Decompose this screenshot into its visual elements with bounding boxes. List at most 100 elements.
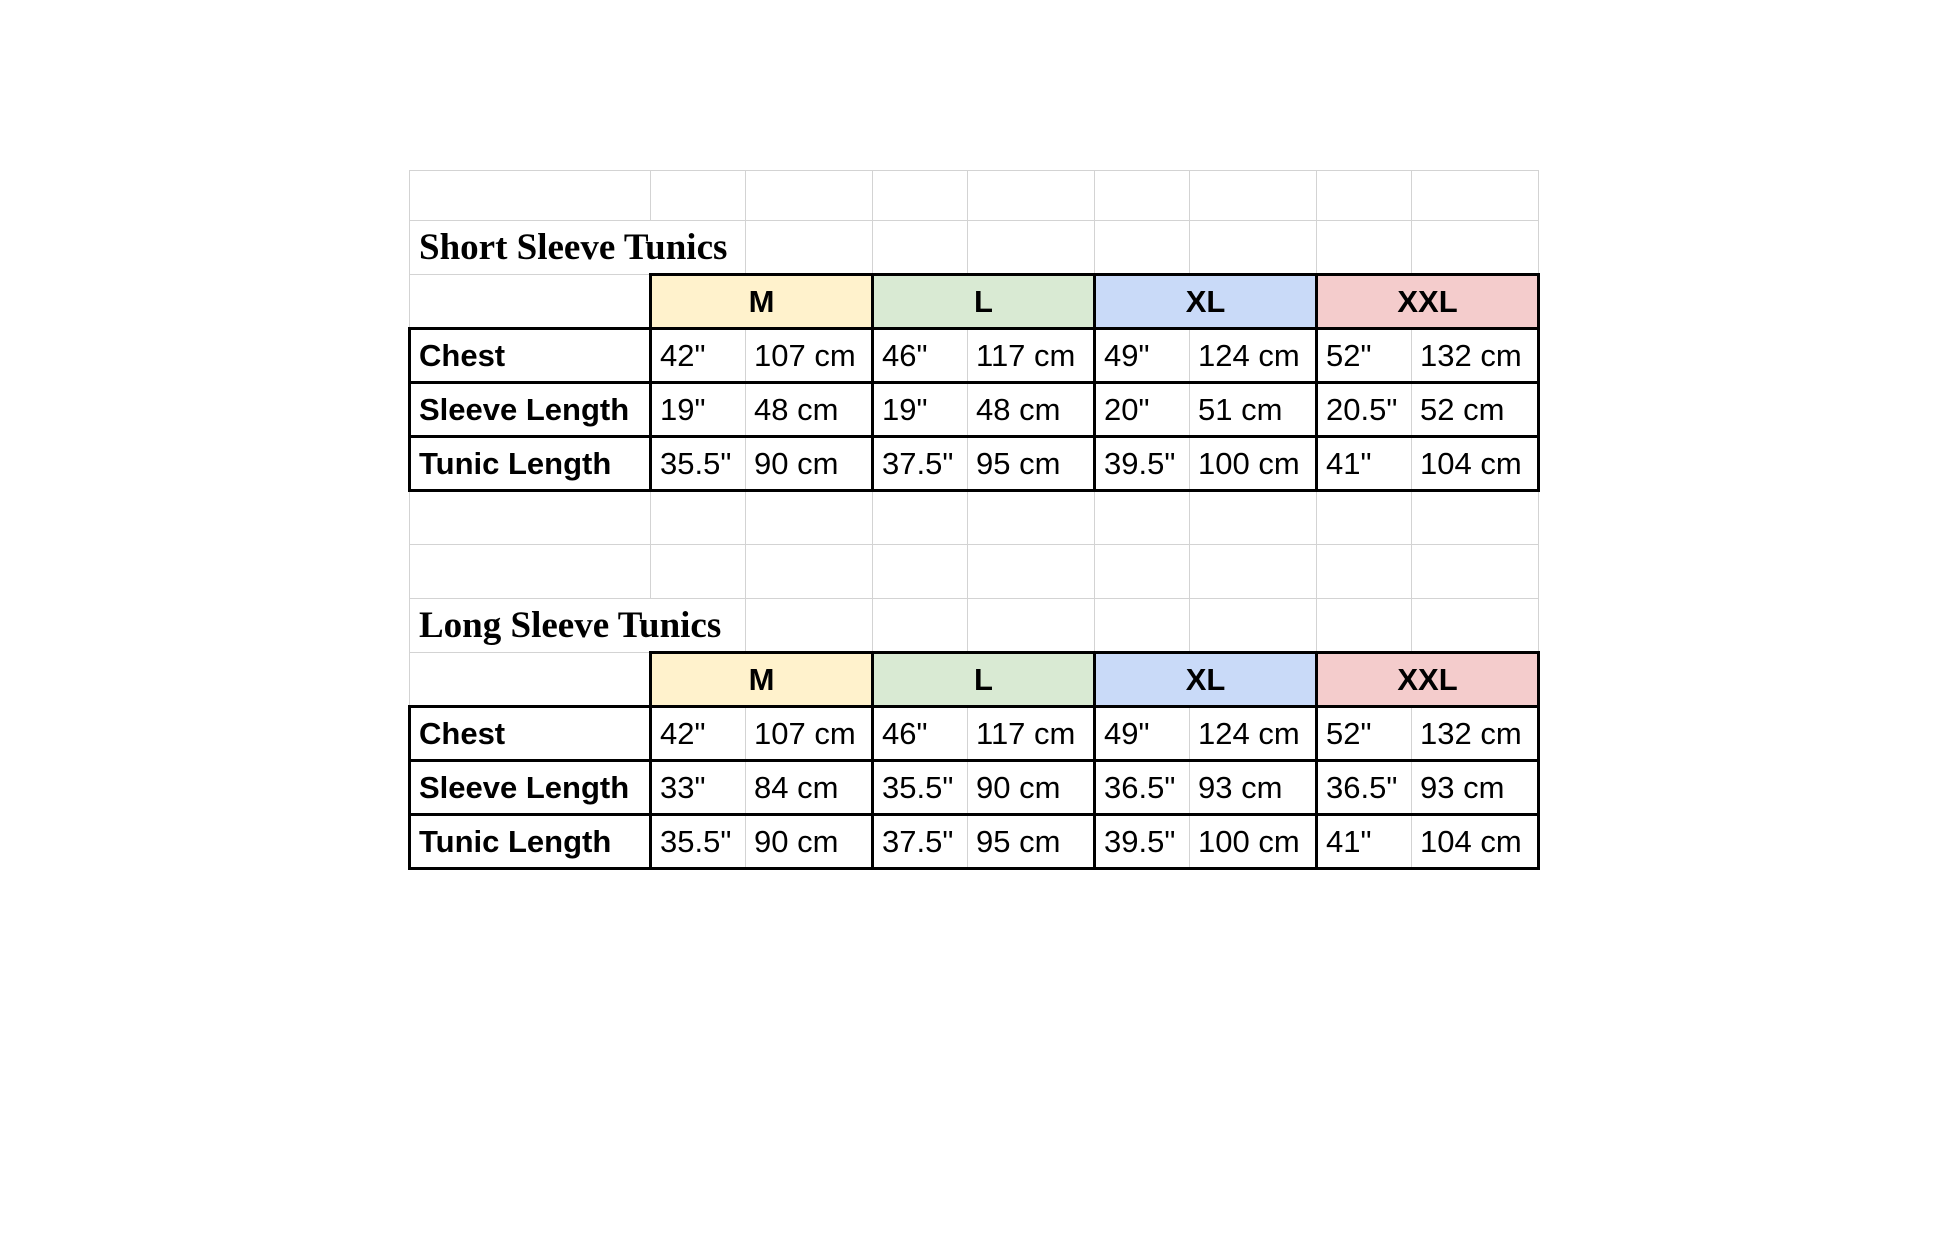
empty-cell bbox=[1094, 170, 1190, 221]
spacer-row bbox=[409, 170, 1539, 221]
empty-cell bbox=[1189, 544, 1317, 599]
empty-cell bbox=[1094, 598, 1190, 653]
value-cell-inches: 39.5" bbox=[1093, 813, 1190, 870]
title-row: Long Sleeve Tunics bbox=[409, 598, 1539, 653]
empty-cell bbox=[409, 490, 651, 545]
empty-cell bbox=[745, 170, 873, 221]
size-header-row: M L XL XXL bbox=[409, 651, 1540, 708]
value-cell-cm: 107 cm bbox=[745, 327, 874, 384]
empty-cell bbox=[1411, 220, 1539, 275]
empty-cell bbox=[1411, 170, 1539, 221]
empty-cell bbox=[967, 598, 1095, 653]
size-header-xl: XL bbox=[1093, 273, 1318, 330]
empty-cell bbox=[872, 544, 968, 599]
empty-cell bbox=[1411, 544, 1539, 599]
value-cell-inches: 35.5" bbox=[649, 435, 746, 492]
spreadsheet-grid: Short Sleeve Tunics M L XL XXL Chest 42"… bbox=[408, 170, 1540, 870]
empty-cell bbox=[967, 170, 1095, 221]
value-cell-cm: 48 cm bbox=[745, 381, 874, 438]
value-cell-cm: 117 cm bbox=[967, 705, 1096, 762]
size-header-m: M bbox=[649, 273, 874, 330]
row-label-cell: Sleeve Length bbox=[408, 381, 652, 438]
value-cell-inches: 49" bbox=[1093, 327, 1190, 384]
empty-cell bbox=[1316, 544, 1412, 599]
value-cell-cm: 84 cm bbox=[745, 759, 874, 816]
value-cell-cm: 100 cm bbox=[1189, 435, 1318, 492]
value-cell-inches: 37.5" bbox=[871, 813, 968, 870]
value-cell-inches: 41" bbox=[1315, 435, 1412, 492]
empty-cell bbox=[1189, 490, 1317, 545]
spacer-row bbox=[409, 490, 1539, 545]
empty-cell bbox=[745, 490, 873, 545]
value-cell-cm: 90 cm bbox=[745, 435, 874, 492]
value-cell-inches: 52" bbox=[1315, 327, 1412, 384]
size-header-xl: XL bbox=[1093, 651, 1318, 708]
value-cell-cm: 104 cm bbox=[1411, 435, 1540, 492]
value-cell-cm: 52 cm bbox=[1411, 381, 1540, 438]
measurement-row-tunic-length: Tunic Length 35.5" 90 cm 37.5" 95 cm 39.… bbox=[408, 435, 1540, 492]
empty-cell bbox=[409, 170, 651, 221]
value-cell-inches: 20" bbox=[1093, 381, 1190, 438]
value-cell-cm: 95 cm bbox=[967, 813, 1096, 870]
measurement-row-chest: Chest 42" 107 cm 46" 117 cm 49" 124 cm 5… bbox=[408, 705, 1540, 762]
value-cell-inches: 36.5" bbox=[1093, 759, 1190, 816]
value-cell-inches: 33" bbox=[649, 759, 746, 816]
value-cell-cm: 90 cm bbox=[967, 759, 1096, 816]
empty-cell bbox=[872, 598, 968, 653]
row-label-cell: Chest bbox=[408, 327, 652, 384]
value-cell-cm: 48 cm bbox=[967, 381, 1096, 438]
value-cell-inches: 49" bbox=[1093, 705, 1190, 762]
empty-cell bbox=[967, 490, 1095, 545]
size-header-l: L bbox=[871, 651, 1096, 708]
value-cell-inches: 42" bbox=[649, 327, 746, 384]
value-cell-inches: 35.5" bbox=[649, 813, 746, 870]
size-header-l: L bbox=[871, 273, 1096, 330]
empty-cell bbox=[1316, 598, 1412, 653]
value-cell-inches: 20.5" bbox=[1315, 381, 1412, 438]
measurement-row-chest: Chest 42" 107 cm 46" 117 cm 49" 124 cm 5… bbox=[408, 327, 1540, 384]
row-label-cell: Tunic Length bbox=[408, 435, 652, 492]
empty-cell bbox=[409, 274, 651, 329]
value-cell-inches: 19" bbox=[871, 381, 968, 438]
empty-cell bbox=[650, 544, 746, 599]
empty-cell bbox=[967, 544, 1095, 599]
value-cell-inches: 37.5" bbox=[871, 435, 968, 492]
value-cell-inches: 46" bbox=[871, 327, 968, 384]
title-row: Short Sleeve Tunics bbox=[409, 220, 1539, 275]
value-cell-inches: 42" bbox=[649, 705, 746, 762]
value-cell-cm: 104 cm bbox=[1411, 813, 1540, 870]
empty-cell bbox=[1411, 490, 1539, 545]
value-cell-cm: 90 cm bbox=[745, 813, 874, 870]
size-header-xxl: XXL bbox=[1315, 651, 1540, 708]
value-cell-cm: 95 cm bbox=[967, 435, 1096, 492]
empty-cell bbox=[745, 544, 873, 599]
size-header-m: M bbox=[649, 651, 874, 708]
empty-cell bbox=[1316, 220, 1412, 275]
value-cell-cm: 117 cm bbox=[967, 327, 1096, 384]
row-label-cell: Tunic Length bbox=[408, 813, 652, 870]
row-label-cell: Chest bbox=[408, 705, 652, 762]
value-cell-inches: 46" bbox=[871, 705, 968, 762]
value-cell-cm: 132 cm bbox=[1411, 705, 1540, 762]
measurement-row-sleeve-length: Sleeve Length 33" 84 cm 35.5" 90 cm 36.5… bbox=[408, 759, 1540, 816]
empty-cell bbox=[872, 170, 968, 221]
value-cell-cm: 51 cm bbox=[1189, 381, 1318, 438]
empty-cell bbox=[1411, 598, 1539, 653]
empty-cell bbox=[650, 490, 746, 545]
value-cell-cm: 100 cm bbox=[1189, 813, 1318, 870]
spacer-row bbox=[409, 544, 1539, 599]
empty-cell bbox=[745, 598, 873, 653]
value-cell-cm: 93 cm bbox=[1411, 759, 1540, 816]
value-cell-cm: 124 cm bbox=[1189, 327, 1318, 384]
empty-cell bbox=[409, 544, 651, 599]
size-header-xxl: XXL bbox=[1315, 273, 1540, 330]
table-title: Short Sleeve Tunics bbox=[409, 220, 746, 275]
empty-cell bbox=[1189, 170, 1317, 221]
value-cell-inches: 52" bbox=[1315, 705, 1412, 762]
size-chart-table: Short Sleeve Tunics M L XL XXL Chest 42"… bbox=[408, 170, 1540, 870]
empty-cell bbox=[1316, 490, 1412, 545]
value-cell-inches: 36.5" bbox=[1315, 759, 1412, 816]
empty-cell bbox=[409, 652, 651, 707]
empty-cell bbox=[967, 220, 1095, 275]
empty-cell bbox=[1189, 220, 1317, 275]
